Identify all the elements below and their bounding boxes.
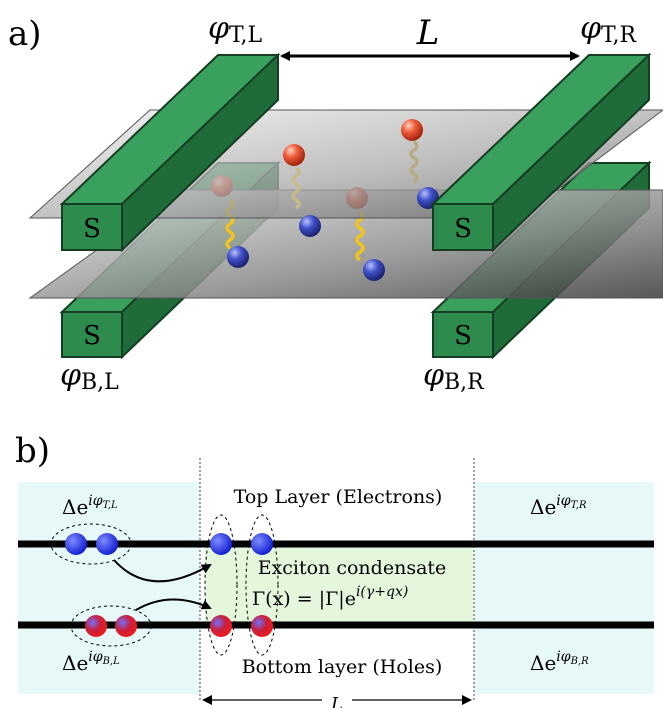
electron-sphere: [283, 144, 305, 166]
hole-pair-outline: [70, 605, 152, 647]
hole-sphere: [363, 259, 385, 281]
pair-potential-top-left: ΔeiφT,L: [62, 493, 118, 519]
pair-potential-bottom-right: ΔeiφB,R: [530, 649, 589, 675]
hole-dot: [210, 615, 232, 637]
pair-potential-bottom-left: ΔeiφB,L: [62, 649, 120, 675]
tunneling-arrow-bottom: [135, 598, 212, 611]
electron-sphere: [401, 119, 423, 141]
right-lead-region: [474, 482, 654, 694]
superconductor-label: S: [83, 321, 101, 351]
hole-sphere: [299, 215, 321, 237]
top-layer-label: Top Layer (Electrons): [234, 486, 443, 508]
condensate-region: [205, 543, 473, 625]
condensate-title: Exciton condensate: [258, 557, 447, 579]
superconductor-top-left: S: [59, 52, 281, 253]
electron-dot: [251, 533, 273, 555]
length-label-b: L: [330, 694, 343, 708]
pair-potential-top-right: ΔeiφT,R: [530, 493, 587, 519]
left-lead-region: [18, 482, 200, 694]
exciton-pair: [283, 144, 321, 237]
superconductor-label: S: [454, 321, 472, 351]
hole-dot: [115, 615, 137, 637]
superconductor-label: S: [454, 214, 472, 244]
panel-b-label: b): [15, 431, 50, 471]
electron-dot: [96, 533, 118, 555]
phase-label-bottom-left: φB,L: [60, 358, 119, 395]
exciton-outline: [204, 514, 238, 656]
exciton-outline: [245, 514, 279, 656]
hole-dot: [85, 615, 107, 637]
electron-dot: [210, 533, 232, 555]
electron-dot: [65, 533, 87, 555]
phase-label-bottom-right: φB,R: [423, 358, 485, 395]
panel-a-label: a): [8, 14, 42, 54]
tunneling-arrow-top: [113, 559, 212, 583]
superconductor-top-right: S: [430, 52, 652, 253]
panel-a: a) S S: [8, 11, 663, 395]
length-label: L: [416, 13, 440, 53]
hole-dot: [251, 615, 273, 637]
hole-sphere: [227, 246, 249, 268]
phase-label-top-left: φT,L: [208, 11, 262, 48]
panel-b: b) Top Layer (Electrons) Bottom layer (H…: [15, 431, 654, 708]
electron-pair-outline: [50, 523, 132, 565]
bottom-layer-label: Bottom layer (Holes): [242, 656, 443, 678]
phase-label-top-right: φT,R: [580, 11, 637, 48]
superconductor-label: S: [83, 214, 101, 244]
